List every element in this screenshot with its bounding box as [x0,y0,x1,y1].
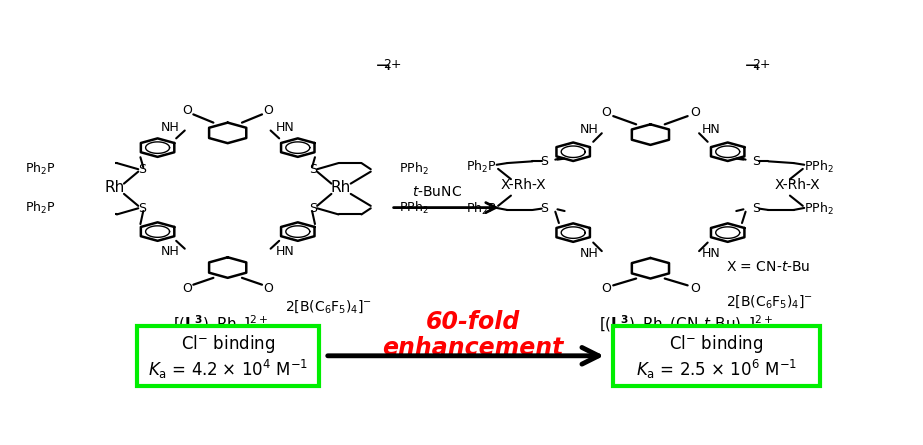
Text: HN: HN [276,245,294,258]
Text: X = CN-$t$-Bu: X = CN-$t$-Bu [725,260,810,274]
Text: HN: HN [276,121,294,134]
Text: Cl$^{-}$ binding: Cl$^{-}$ binding [181,333,275,355]
Text: O: O [182,282,192,295]
Text: S: S [309,163,318,176]
Text: S: S [138,163,146,176]
Text: S: S [752,202,761,215]
Text: Ph$_2$P: Ph$_2$P [25,200,56,216]
Text: $\neg$: $\neg$ [375,56,390,75]
Text: 2[B(C$_6$F$_5$)$_4$]$^{-}$: 2[B(C$_6$F$_5$)$_4$]$^{-}$ [725,293,812,310]
Text: $\neg$: $\neg$ [743,56,760,75]
Text: Ph$_2$P: Ph$_2$P [466,158,497,174]
Text: O: O [689,106,700,119]
Text: 60-fold: 60-fold [426,310,521,334]
Bar [613,326,820,386]
Text: O: O [264,105,273,117]
Text: NH: NH [581,123,599,136]
Text: O: O [182,105,192,117]
Text: S: S [752,155,761,168]
Text: X-Rh-X: X-Rh-X [500,178,545,192]
Text: NH: NH [581,247,599,260]
Text: S: S [309,202,318,215]
Text: O: O [601,282,611,295]
Text: PPh$_2$: PPh$_2$ [400,161,429,177]
Bar [137,326,319,386]
Text: $K_\mathrm{a}$ = 2.5 × 10$^6$ M$^{-1}$: $K_\mathrm{a}$ = 2.5 × 10$^6$ M$^{-1}$ [636,357,797,380]
Text: O: O [264,282,273,295]
Text: S: S [138,202,146,215]
Text: Rh: Rh [104,179,125,194]
Text: NH: NH [161,121,180,134]
Text: Cl$^{-}$ binding: Cl$^{-}$ binding [669,333,763,355]
Text: S: S [541,155,548,168]
Text: HN: HN [701,247,721,260]
Text: HN: HN [701,123,721,136]
Text: S: S [541,202,548,215]
Text: Ph$_2$P: Ph$_2$P [25,161,56,177]
Text: 2+: 2+ [752,58,771,71]
Text: Ph$_2$P: Ph$_2$P [466,201,497,217]
Text: 2[B(C$_6$F$_5$)$_4$]$^{-}$: 2[B(C$_6$F$_5$)$_4$]$^{-}$ [285,299,372,316]
Text: O: O [689,282,700,295]
Text: O: O [601,106,611,119]
Text: PPh$_2$: PPh$_2$ [804,201,834,217]
Text: $K_\mathrm{a}$ = 4.2 × 10$^4$ M$^{-1}$: $K_\mathrm{a}$ = 4.2 × 10$^4$ M$^{-1}$ [148,357,308,380]
Text: Rh: Rh [330,179,351,194]
Text: $t$-BuNC: $t$-BuNC [413,185,462,199]
Text: PPh$_2$: PPh$_2$ [400,200,429,216]
Text: X-Rh-X: X-Rh-X [774,178,820,192]
Text: [($\mathbf{L}^{\mathbf{3}}$)$_2$Rh$_2$(CN-$t$-Bu)$_4$]$^{2+}$: [($\mathbf{L}^{\mathbf{3}}$)$_2$Rh$_2$(C… [599,314,773,335]
Text: 2+: 2+ [384,58,402,71]
Text: [($\mathbf{L}^{\mathbf{3}}$)$_2$Rh$_2$]$^{2+}$: [($\mathbf{L}^{\mathbf{3}}$)$_2$Rh$_2$]$… [173,314,269,335]
Text: NH: NH [161,245,180,258]
Text: enhancement: enhancement [382,336,564,360]
Text: PPh$_2$: PPh$_2$ [804,158,834,174]
